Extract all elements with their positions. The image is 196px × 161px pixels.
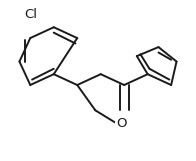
Text: O: O [116,117,127,130]
Text: Cl: Cl [24,8,37,21]
